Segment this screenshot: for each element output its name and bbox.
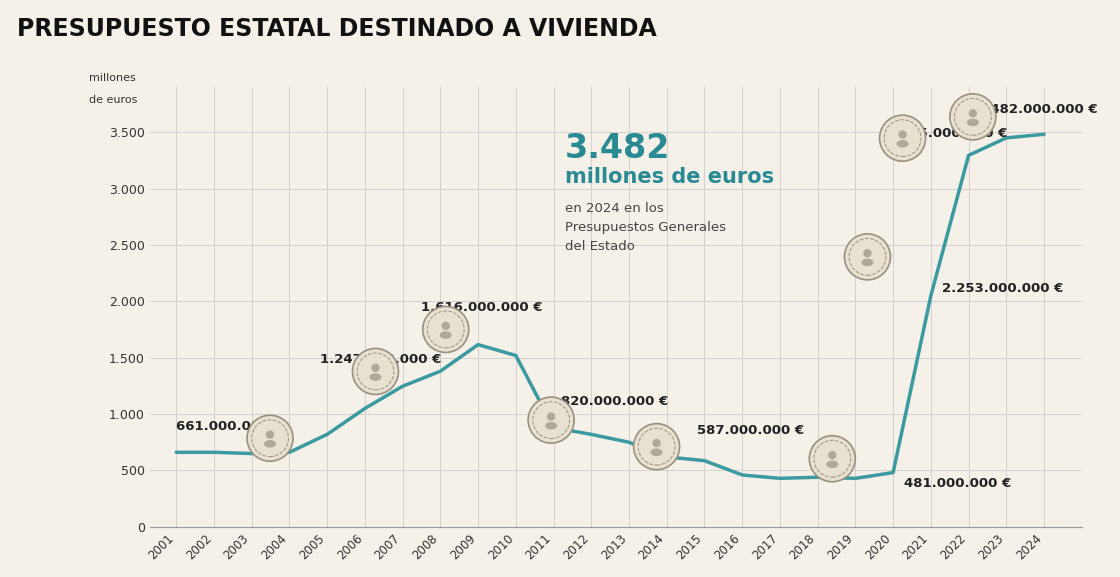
Text: en 2024 en los
Presupuestos Generales
del Estado: en 2024 en los Presupuestos Generales de…	[564, 202, 726, 253]
Text: 587.000.000 €: 587.000.000 €	[697, 424, 804, 437]
Text: 3.482.000.000 €: 3.482.000.000 €	[977, 103, 1098, 117]
Text: 1.616.000.000 €: 1.616.000.000 €	[421, 301, 543, 314]
Text: 3.295.000.000 €: 3.295.000.000 €	[886, 127, 1007, 140]
Text: 661.000.000 €: 661.000.000 €	[176, 420, 283, 433]
Text: millones: millones	[90, 73, 136, 83]
Text: de euros: de euros	[90, 95, 138, 105]
Text: 2.253.000.000 €: 2.253.000.000 €	[942, 282, 1064, 295]
Text: 481.000.000 €: 481.000.000 €	[905, 477, 1011, 490]
Text: 1.247.000.000 €: 1.247.000.000 €	[319, 353, 441, 366]
Text: millones de euros: millones de euros	[564, 167, 774, 187]
Text: PRESUPUESTO ESTATAL DESTINADO A VIVIENDA: PRESUPUESTO ESTATAL DESTINADO A VIVIENDA	[17, 17, 656, 42]
Text: 3.482: 3.482	[564, 132, 670, 165]
Text: 820.000.000 €: 820.000.000 €	[561, 395, 669, 409]
